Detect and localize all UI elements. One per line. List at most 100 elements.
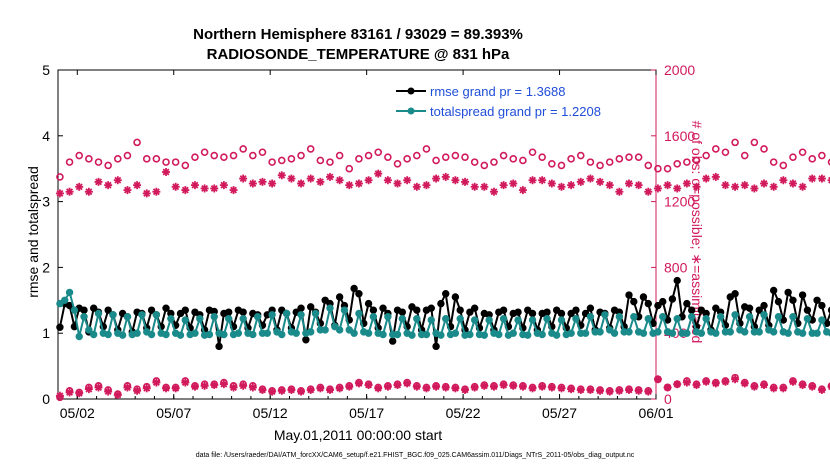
obs-assimilated-marker (65, 388, 74, 397)
series-point (225, 315, 233, 323)
obs-assimilated-marker (239, 381, 248, 390)
series-point (610, 329, 619, 337)
series-point (495, 330, 503, 339)
series-point (210, 313, 218, 321)
obs-possible-marker (634, 153, 643, 161)
series-point (586, 304, 595, 312)
obs-possible-marker (65, 158, 74, 166)
series-point (543, 308, 551, 316)
series-point (567, 329, 575, 337)
obs-assimilated-marker (596, 386, 605, 395)
series-point (104, 330, 112, 339)
series-point (697, 329, 706, 337)
legend-label: rmse grand pr = 1.3688 (430, 84, 566, 99)
obs-assimilated-marker (229, 383, 238, 392)
obs-possible-marker (403, 155, 411, 163)
obs-possible-marker (750, 138, 759, 147)
obs-assimilated-marker (788, 179, 797, 188)
series-point (249, 330, 257, 339)
obs-possible-marker (200, 148, 209, 157)
obs-assimilated-marker (605, 181, 614, 190)
series-point (601, 311, 609, 319)
obs-assimilated-marker (673, 184, 682, 193)
obs-possible-marker (818, 151, 826, 160)
series-point (205, 330, 214, 339)
obs-assimilated-marker (634, 181, 643, 190)
obs-assimilated-marker (297, 387, 306, 396)
series-point (56, 323, 64, 331)
series-point (451, 293, 460, 301)
obs-possible-marker (490, 158, 498, 166)
series-point (225, 308, 233, 316)
obs-assimilated-marker (268, 179, 277, 188)
obs-assimilated-marker (711, 379, 720, 388)
obs-assimilated-marker (316, 177, 325, 186)
obs-possible-marker (249, 151, 257, 160)
obs-possible-marker (673, 159, 682, 168)
obs-possible-marker (239, 145, 247, 153)
series-point (755, 306, 763, 314)
obs-possible-marker (162, 158, 170, 166)
obs-assimilated-marker (75, 389, 84, 398)
obs-assimilated-marker (181, 378, 190, 387)
obs-assimilated-marker (65, 187, 74, 196)
obs-assimilated-marker (480, 381, 489, 390)
obs-assimilated-marker (702, 377, 711, 386)
y-left-tick-label: 4 (42, 128, 50, 144)
obs-possible-marker (615, 155, 624, 163)
obs-assimilated-marker (538, 382, 547, 391)
obs-possible-marker (287, 155, 296, 163)
obs-assimilated-marker (104, 387, 113, 396)
obs-assimilated-marker (731, 182, 740, 191)
series-point (789, 313, 797, 321)
obs-assimilated-marker (277, 171, 286, 180)
obs-assimilated-marker (306, 174, 315, 183)
obs-assimilated-marker (518, 382, 527, 391)
obs-possible-marker (393, 159, 402, 168)
obs-possible-marker (123, 151, 132, 160)
series-point (388, 337, 397, 345)
series-point (253, 313, 262, 321)
series-point (538, 330, 546, 339)
series-point (94, 309, 103, 318)
obs-assimilated-marker (190, 181, 199, 190)
obs-assimilated-marker (528, 176, 537, 185)
series-point (311, 309, 320, 318)
series-point (220, 330, 228, 339)
obs-possible-marker (258, 148, 267, 157)
obs-assimilated-marker (152, 378, 161, 387)
obs-assimilated-marker (518, 186, 527, 195)
obs-possible-marker (567, 155, 575, 163)
series-point (196, 315, 204, 323)
obs-possible-marker (451, 151, 460, 160)
obs-assimilated-marker (750, 184, 759, 193)
obs-assimilated-marker (287, 385, 296, 394)
obs-assimilated-marker (441, 172, 450, 181)
obs-possible-marker (297, 151, 305, 160)
obs-assimilated-marker (297, 179, 306, 188)
legend-box (388, 80, 650, 122)
obs-possible-marker (654, 164, 662, 173)
series-point (393, 330, 402, 339)
series-point (798, 291, 807, 299)
obs-assimilated-marker (113, 176, 122, 185)
obs-assimilated-marker (306, 385, 315, 394)
obs-possible-marker (171, 158, 180, 166)
obs-possible-marker (94, 158, 103, 166)
series-point (307, 328, 315, 336)
obs-assimilated-marker (403, 176, 412, 185)
series-point (335, 326, 344, 334)
obs-assimilated-marker (624, 385, 633, 394)
obs-assimilated-marker (634, 386, 643, 395)
x-axis-label: May.01,2011 00:00:00 start (273, 427, 443, 443)
obs-assimilated-marker (354, 379, 363, 388)
data-file-footer: data file: /Users/raeder/DAI/ATM_forcXX/… (195, 452, 635, 459)
obs-assimilated-marker (441, 383, 450, 392)
obs-assimilated-marker (403, 379, 412, 388)
series-point (85, 326, 93, 334)
series-point (668, 329, 677, 337)
obs-assimilated-marker (451, 384, 460, 393)
obs-assimilated-marker (480, 182, 489, 191)
obs-assimilated-marker (162, 384, 171, 393)
obs-assimilated-marker (586, 385, 595, 394)
